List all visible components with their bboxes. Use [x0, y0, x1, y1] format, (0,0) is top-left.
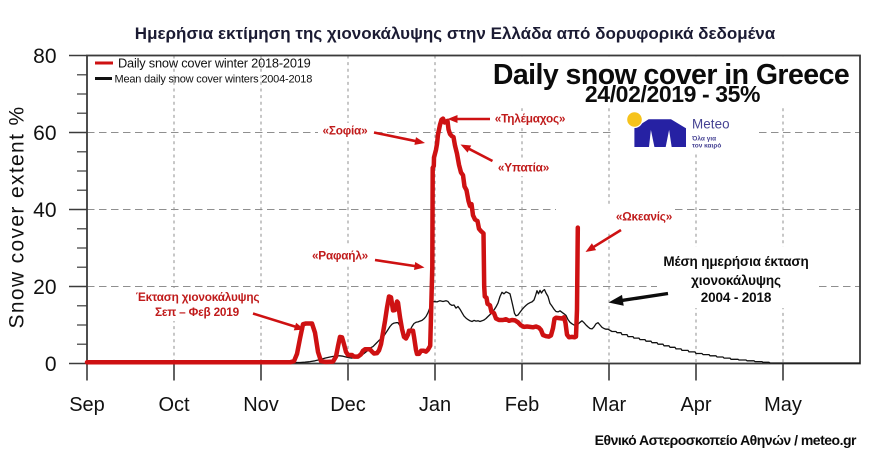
svg-text:Mar: Mar: [592, 394, 627, 416]
svg-text:Jan: Jan: [419, 394, 451, 416]
svg-text:Apr: Apr: [680, 394, 711, 416]
svg-text:2004 - 2018: 2004 - 2018: [701, 290, 772, 305]
svg-text:«Υπατία»: «Υπατία»: [498, 161, 550, 175]
svg-text:80: 80: [33, 45, 56, 68]
svg-text:τον καιρό: τον καιρό: [692, 143, 721, 150]
svg-text:Εθνικό Αστεροσκοπείο Αθηνών /: Εθνικό Αστεροσκοπείο Αθηνών / meteo.gr: [595, 432, 857, 448]
svg-text:May: May: [764, 394, 802, 416]
svg-text:«Ωκεανίς»: «Ωκεανίς»: [616, 210, 673, 224]
svg-text:«Ραφαήλ»: «Ραφαήλ»: [312, 249, 369, 263]
svg-text:Mean daily snow cover winters: Mean daily snow cover winters 2004-2018: [115, 74, 313, 86]
svg-text:40: 40: [33, 199, 56, 222]
svg-text:Μέση ημερήσια έκταση: Μέση ημερήσια έκταση: [663, 254, 808, 269]
svg-text:«Σοφία»: «Σοφία»: [323, 124, 369, 138]
svg-text:60: 60: [33, 122, 56, 145]
svg-text:Όλα για: Όλα για: [691, 135, 716, 143]
svg-text:Sep: Sep: [69, 394, 105, 416]
svg-text:Oct: Oct: [158, 394, 190, 416]
svg-text:Feb: Feb: [505, 394, 539, 416]
svg-text:0: 0: [45, 353, 57, 376]
svg-text:«Τηλέμαχος»: «Τηλέμαχος»: [495, 112, 566, 126]
svg-text:Meteo: Meteo: [692, 117, 730, 132]
svg-text:Snow cover extent %: Snow cover extent %: [6, 106, 29, 329]
svg-text:24/02/2019 - 35%: 24/02/2019 - 35%: [585, 81, 760, 107]
svg-text:Ημερήσια εκτίμηση της χιονοκάλ: Ημερήσια εκτίμηση της χιονοκάλυψης στην …: [135, 24, 776, 43]
svg-text:Σεπ – Φεβ 2019: Σεπ – Φεβ 2019: [155, 305, 240, 319]
svg-text:Daily snow cover winter 2018-2: Daily snow cover winter 2018-2019: [118, 56, 311, 71]
svg-text:Έκταση χιονοκάλυψης: Έκταση χιονοκάλυψης: [136, 290, 260, 304]
svg-text:Nov: Nov: [243, 394, 279, 416]
svg-text:20: 20: [33, 276, 56, 299]
svg-text:χιονοκάλυψης: χιονοκάλυψης: [691, 273, 781, 288]
svg-text:Dec: Dec: [330, 394, 366, 416]
svg-text:Daily snow cover in Greece: Daily snow cover in Greece: [493, 59, 849, 91]
